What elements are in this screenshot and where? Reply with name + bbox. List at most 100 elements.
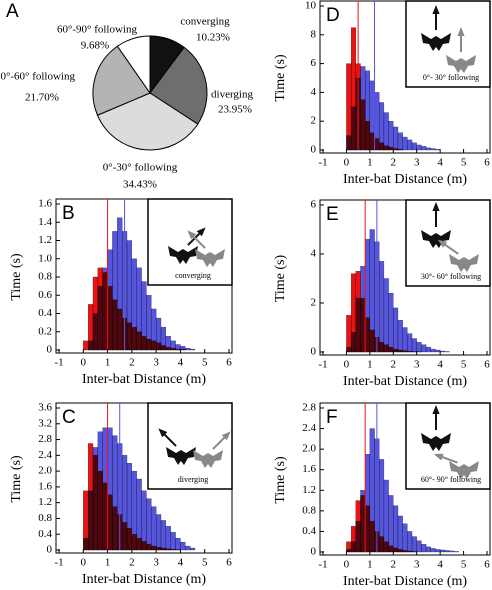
histogram-bar bbox=[430, 148, 436, 151]
histogram-bar bbox=[411, 536, 417, 553]
histogram-bar bbox=[439, 350, 445, 353]
inset-frame bbox=[405, 0, 491, 88]
x-tick-label: 2 bbox=[391, 359, 397, 371]
histogram-bar bbox=[146, 498, 152, 551]
histogram-bar bbox=[165, 347, 171, 351]
histogram-bar bbox=[170, 348, 176, 351]
y-tick-label: 0.8 bbox=[38, 271, 52, 283]
histogram-bar bbox=[350, 27, 356, 151]
histogram-bar bbox=[397, 515, 403, 553]
x-tick-label: 6 bbox=[484, 359, 490, 371]
histogram-bar bbox=[155, 514, 162, 551]
histogram-bar bbox=[402, 350, 408, 353]
y-tick-label: 1.6 bbox=[38, 198, 52, 210]
histogram-bar bbox=[383, 145, 389, 151]
histogram-bar bbox=[393, 148, 399, 151]
histogram-bar bbox=[379, 536, 385, 553]
pie-slice bbox=[149, 46, 208, 125]
y-axis-title: Time (s) bbox=[273, 255, 288, 303]
x-tick-label: 1 bbox=[105, 357, 111, 369]
histogram-bar bbox=[393, 505, 399, 553]
x-tick-label: 0 bbox=[344, 359, 350, 371]
y-tick-label: 2.0 bbox=[38, 465, 52, 477]
histogram-bar bbox=[388, 545, 394, 553]
x-tick-label: 6 bbox=[484, 559, 490, 571]
x-tick-label: 2 bbox=[391, 559, 397, 571]
histogram-bar bbox=[355, 500, 361, 553]
bars bbox=[346, 428, 460, 553]
panel-label: B bbox=[62, 203, 75, 224]
histogram-bar bbox=[416, 144, 422, 151]
histogram-bar bbox=[383, 344, 389, 353]
histogram-bar bbox=[416, 540, 422, 553]
histogram-bar bbox=[435, 349, 441, 353]
pie-slice bbox=[96, 92, 199, 151]
histogram-bar bbox=[425, 546, 431, 553]
histogram-bar bbox=[360, 297, 366, 353]
histogram-bar bbox=[160, 520, 167, 551]
histogram-bar bbox=[365, 317, 371, 353]
histogram-bar bbox=[112, 506, 118, 551]
y-tick-label: 1.6 bbox=[38, 480, 52, 492]
x-tick-label: 5 bbox=[461, 157, 467, 169]
inset-label: 0°- 30° following bbox=[423, 73, 479, 82]
x-tick-label: 3 bbox=[414, 359, 420, 371]
histogram-bar bbox=[87, 443, 94, 551]
x-axis-title: Inter-bat Distance (m) bbox=[343, 172, 467, 187]
y-axis-title: Time (s) bbox=[273, 456, 288, 504]
histogram-bar bbox=[374, 138, 380, 151]
histogram-bar bbox=[444, 550, 450, 553]
histogram-bar bbox=[383, 541, 389, 553]
y-tick-label: 6 bbox=[311, 199, 317, 211]
inset-label: diverging bbox=[178, 475, 209, 484]
histogram-bar bbox=[393, 547, 399, 553]
histogram-bar bbox=[435, 149, 441, 151]
histogram-bar bbox=[170, 549, 176, 551]
histogram-bar bbox=[151, 506, 157, 551]
x-tick-label: 0 bbox=[81, 557, 87, 569]
histogram-bar bbox=[402, 327, 408, 353]
histogram-bar bbox=[369, 132, 375, 151]
bat-icon bbox=[421, 230, 451, 248]
x-tick-label: 6 bbox=[226, 357, 232, 369]
histogram-bar bbox=[393, 348, 399, 353]
histogram-bar bbox=[102, 272, 108, 351]
histogram-bar bbox=[189, 348, 196, 351]
x-tick-label: 0 bbox=[344, 559, 350, 571]
x-tick-label: 1 bbox=[367, 157, 373, 169]
histogram-bar bbox=[365, 505, 371, 553]
histogram-bar bbox=[175, 538, 181, 551]
slice-value: 21.70% bbox=[25, 92, 59, 104]
histogram-bar bbox=[449, 550, 455, 553]
histogram-bar bbox=[379, 142, 385, 151]
slice-value: 34.43% bbox=[123, 179, 157, 191]
histogram-bar bbox=[107, 494, 113, 551]
x-tick-label: 5 bbox=[202, 357, 208, 369]
histogram-bar bbox=[425, 346, 431, 353]
panel-label: E bbox=[326, 204, 339, 225]
x-tick-label: 6 bbox=[226, 557, 232, 569]
histogram-bar bbox=[388, 146, 394, 151]
histogram-bar bbox=[83, 340, 89, 351]
histogram-bar bbox=[151, 545, 157, 551]
histogram-bar bbox=[397, 149, 403, 151]
bat-icon bbox=[193, 450, 223, 468]
panel-label: F bbox=[326, 407, 338, 428]
histogram-bar bbox=[350, 273, 356, 353]
histogram-bar bbox=[87, 304, 94, 351]
histogram-bar bbox=[397, 319, 403, 353]
y-tick-label: 0 bbox=[311, 144, 317, 156]
histogram-bar bbox=[131, 327, 137, 351]
histogram-bar bbox=[397, 132, 403, 151]
histogram-bar bbox=[407, 531, 413, 553]
histogram-bar bbox=[388, 293, 394, 353]
y-tick-label: 0.2 bbox=[38, 325, 52, 337]
inset: 0°- 30° following bbox=[405, 0, 491, 88]
y-tick-label: 0.4 bbox=[38, 528, 52, 540]
histogram-bar bbox=[350, 526, 356, 553]
histogram-bar bbox=[112, 299, 118, 351]
y-tick-label: 8 bbox=[311, 28, 317, 40]
x-tick-label: 5 bbox=[461, 559, 467, 571]
y-tick-label: 1.2 bbox=[38, 496, 52, 508]
x-axis-title: Inter-bat Distance (m) bbox=[343, 574, 467, 589]
